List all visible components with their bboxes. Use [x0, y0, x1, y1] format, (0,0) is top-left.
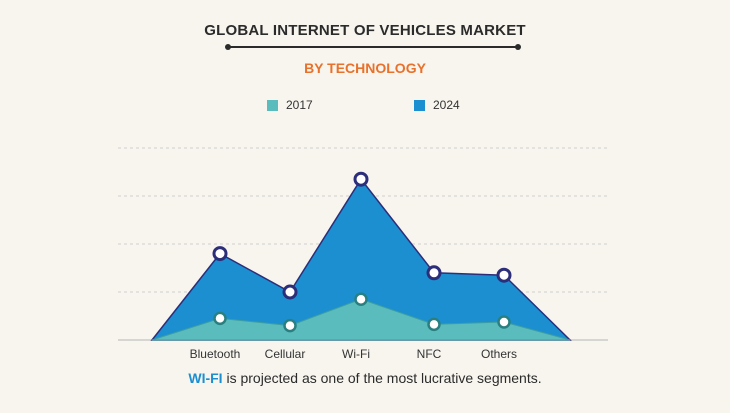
chart-title: GLOBAL INTERNET OF VEHICLES MARKET	[204, 22, 526, 39]
data-point-2024-nfc	[426, 265, 442, 281]
data-point-2017-nfc	[427, 317, 441, 332]
data-point-2017-bluetooth	[213, 311, 227, 326]
data-point-2024-cellular	[282, 284, 298, 300]
chart-subtitle: BY TECHNOLOGY	[304, 60, 426, 76]
data-point-2017-others	[497, 315, 511, 329]
data-point-2024-others	[496, 267, 512, 283]
chart-legend: 2017 2024	[0, 98, 730, 114]
legend-item-2024: 2024	[414, 98, 460, 112]
legend-swatch-2024	[414, 99, 425, 111]
x-tick-label-wi-fi: Wi-Fi	[342, 347, 370, 361]
title-divider	[225, 44, 521, 50]
x-tick-label-bluetooth: Bluetooth	[190, 347, 241, 361]
legend-label-2017: 2017	[286, 98, 313, 112]
x-tick-label-cellular: Cellular	[265, 347, 306, 361]
data-point-2024-wi-fi	[353, 171, 369, 187]
data-point-2017-cellular	[283, 318, 297, 333]
data-point-2024-bluetooth	[212, 246, 228, 262]
footer-caption: WI-FI is projected as one of the most lu…	[0, 370, 730, 386]
footer-text: is projected as one of the most lucrativ…	[222, 370, 542, 386]
legend-item-2017: 2017	[267, 98, 313, 112]
legend-label-2024: 2024	[433, 98, 460, 112]
x-tick-label-others: Others	[481, 347, 517, 361]
data-point-2017-wi-fi	[354, 292, 368, 306]
series-area-2017	[151, 298, 571, 341]
legend-swatch-2017	[267, 99, 278, 111]
x-tick-label-nfc: NFC	[417, 347, 442, 361]
series-area-2024	[150, 177, 572, 341]
footer-highlight: WI-FI	[188, 370, 223, 386]
